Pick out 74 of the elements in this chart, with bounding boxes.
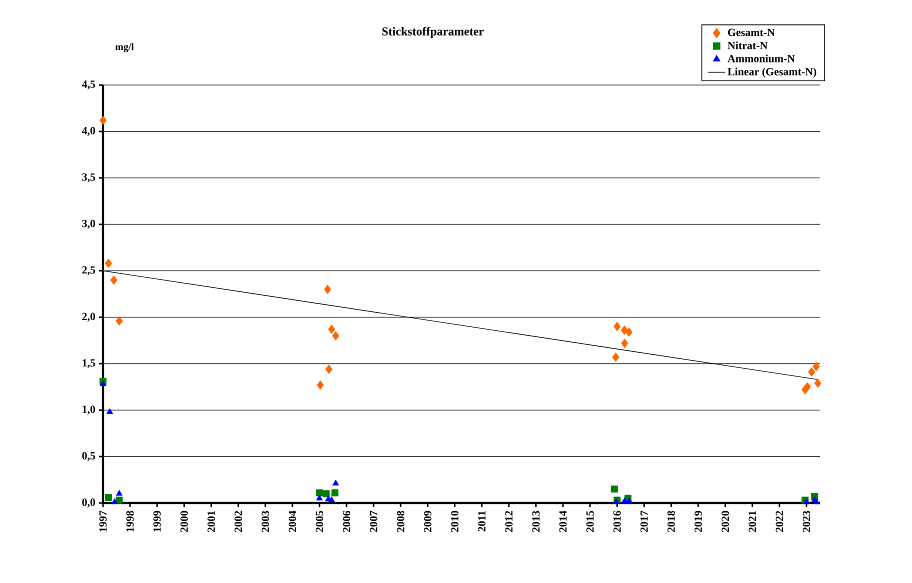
point: [612, 352, 620, 362]
x-tick-label: 2001: [208, 511, 215, 532]
x-tick-label: 2019: [694, 510, 702, 532]
point: [331, 489, 338, 496]
y-tick-label: 2,0: [82, 312, 96, 322]
y-tick-label: 4,0: [82, 126, 96, 136]
chart-title: Stickstoffparameter: [382, 26, 484, 38]
x-tick-label: 2007: [370, 510, 378, 532]
point: [804, 382, 811, 392]
y-tick-label: 3,0: [82, 220, 96, 229]
point: [332, 331, 340, 340]
x-tick-label: 2013: [532, 510, 540, 532]
x-tick-label: 2006: [342, 510, 350, 532]
point: [116, 490, 123, 496]
point: [614, 322, 621, 332]
point: [316, 380, 324, 390]
y-tick-label: 0,0: [82, 498, 96, 508]
point: [100, 380, 106, 386]
y-tick-label: 3,5: [82, 173, 96, 182]
x-tick-label: 1999: [153, 510, 161, 532]
x-tick-label: 2011: [478, 511, 486, 532]
point: [328, 324, 336, 334]
x-tick-label: 2000: [180, 510, 188, 532]
point: [610, 486, 618, 493]
x-tick-label: 2010: [451, 510, 458, 532]
x-tick-label: 2018: [668, 510, 675, 532]
point: [111, 498, 118, 504]
x-tick-label: 2017: [640, 510, 648, 532]
point: [808, 367, 816, 377]
point: [621, 338, 628, 348]
point: [99, 116, 107, 125]
point: [625, 327, 633, 337]
y-tick-label: 2,5: [82, 266, 96, 276]
x-tick-label: 2021: [748, 511, 756, 532]
x-tick-label: 2005: [316, 510, 324, 532]
x-tick-label: 1998: [126, 510, 134, 532]
x-tick-label: 2016: [613, 510, 621, 532]
y-tick-label: 1,0: [82, 406, 96, 415]
point: [316, 494, 323, 500]
point: [116, 496, 123, 504]
x-tick-label: 2022: [776, 510, 784, 532]
point: [116, 316, 123, 326]
x-tick-label: 2012: [505, 510, 513, 532]
point: [332, 480, 339, 486]
y-tick-label: 0,5: [82, 452, 96, 462]
point: [626, 497, 633, 504]
x-tick-label: 1997: [99, 510, 107, 532]
x-tick-label: 2009: [424, 510, 432, 532]
legend-label: Nitrat-N: [728, 42, 768, 50]
point: [316, 489, 323, 496]
point: [104, 258, 112, 268]
point: [324, 284, 332, 294]
point: [328, 496, 335, 502]
legend-label: Linear (Gesamt-N): [728, 68, 816, 78]
point: [104, 494, 112, 501]
point: [814, 378, 822, 388]
point: [812, 362, 820, 372]
x-tick-label: 2008: [396, 510, 404, 532]
y-axis-title: mg/l: [115, 43, 134, 52]
point: [322, 490, 330, 498]
x-tick-label: 2014: [559, 510, 567, 532]
x-tick-label: 2003: [262, 510, 270, 532]
x-tick-label: 2023: [802, 510, 810, 532]
x-tick-label: 2004: [288, 510, 296, 532]
point: [110, 275, 118, 285]
legend-label: Ammonium-N: [728, 54, 795, 62]
x-tick-label: 2020: [722, 510, 730, 532]
point: [325, 364, 332, 374]
y-tick-label: 4,5: [82, 80, 96, 90]
point: [106, 408, 114, 414]
legend-label: Gesamt-N: [728, 28, 775, 36]
x-tick-label: 2015: [586, 510, 594, 532]
x-tick-label: 2002: [234, 510, 242, 532]
y-tick-label: 1,5: [82, 359, 96, 368]
